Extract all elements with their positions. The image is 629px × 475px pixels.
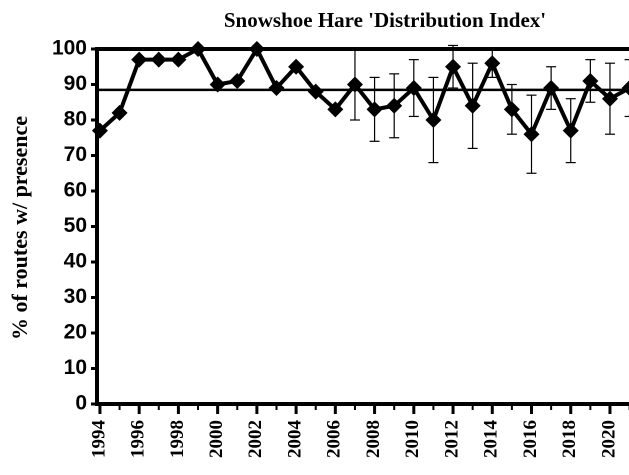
- y-tick-label: 50: [64, 214, 87, 237]
- y-tick-label: 90: [64, 72, 87, 95]
- marker: [601, 90, 618, 107]
- x-tick-label: 2002: [245, 420, 266, 458]
- x-tick-label: 2018: [559, 420, 580, 458]
- marker: [190, 41, 207, 57]
- marker: [464, 97, 481, 114]
- y-axis-label: % of routes w/ presence: [7, 116, 32, 340]
- x-tick-label: 2020: [598, 420, 619, 458]
- x-tick-label: 2004: [284, 420, 305, 459]
- marker: [582, 72, 599, 89]
- error-bar: [624, 59, 629, 118]
- marker: [209, 76, 226, 93]
- marker: [621, 80, 629, 96]
- x-tick-label: 2008: [363, 420, 384, 458]
- x-tick-label: 2014: [481, 420, 502, 459]
- marker: [445, 58, 462, 75]
- marker: [229, 72, 246, 89]
- marker: [131, 51, 148, 68]
- chart-title: Snowshoe Hare 'Distribution Index': [224, 8, 546, 32]
- y-tick-label: 10: [64, 356, 87, 379]
- marker: [268, 80, 285, 97]
- marker: [425, 112, 442, 128]
- marker: [405, 80, 422, 97]
- marker: [288, 58, 305, 75]
- x-tick-label: 2006: [324, 420, 345, 458]
- marker: [484, 55, 501, 72]
- marker: [150, 51, 167, 68]
- marker: [327, 101, 344, 118]
- marker: [248, 41, 265, 57]
- marker: [307, 83, 324, 100]
- marker: [170, 51, 187, 68]
- data-line: [98, 44, 629, 139]
- y-tick-label: 20: [64, 321, 87, 344]
- y-tick-label: 30: [64, 285, 87, 308]
- marker: [346, 76, 363, 93]
- marker: [91, 122, 108, 139]
- x-tick-label: 2000: [206, 420, 227, 458]
- x-tick-label: 1994: [88, 420, 109, 459]
- x-tick-label: 1996: [128, 420, 149, 458]
- marker: [523, 126, 540, 143]
- x-tick-label: 2016: [520, 420, 541, 458]
- y-tick-label: 70: [64, 143, 87, 166]
- x-tick-label: 2010: [402, 420, 423, 458]
- marker: [111, 104, 128, 121]
- y-tick-label: 0: [75, 392, 87, 415]
- marker: [562, 122, 579, 139]
- y-tick-label: 40: [64, 250, 87, 273]
- marker: [386, 97, 403, 114]
- y-tick-label: 80: [64, 108, 87, 131]
- y-tick-label: 60: [64, 179, 87, 202]
- x-tick-label: 1998: [167, 420, 188, 458]
- marker: [503, 101, 520, 118]
- y-tick-label: 100: [52, 37, 87, 60]
- marker: [366, 101, 383, 118]
- marker: [543, 80, 560, 97]
- x-tick-label: 2012: [441, 420, 462, 458]
